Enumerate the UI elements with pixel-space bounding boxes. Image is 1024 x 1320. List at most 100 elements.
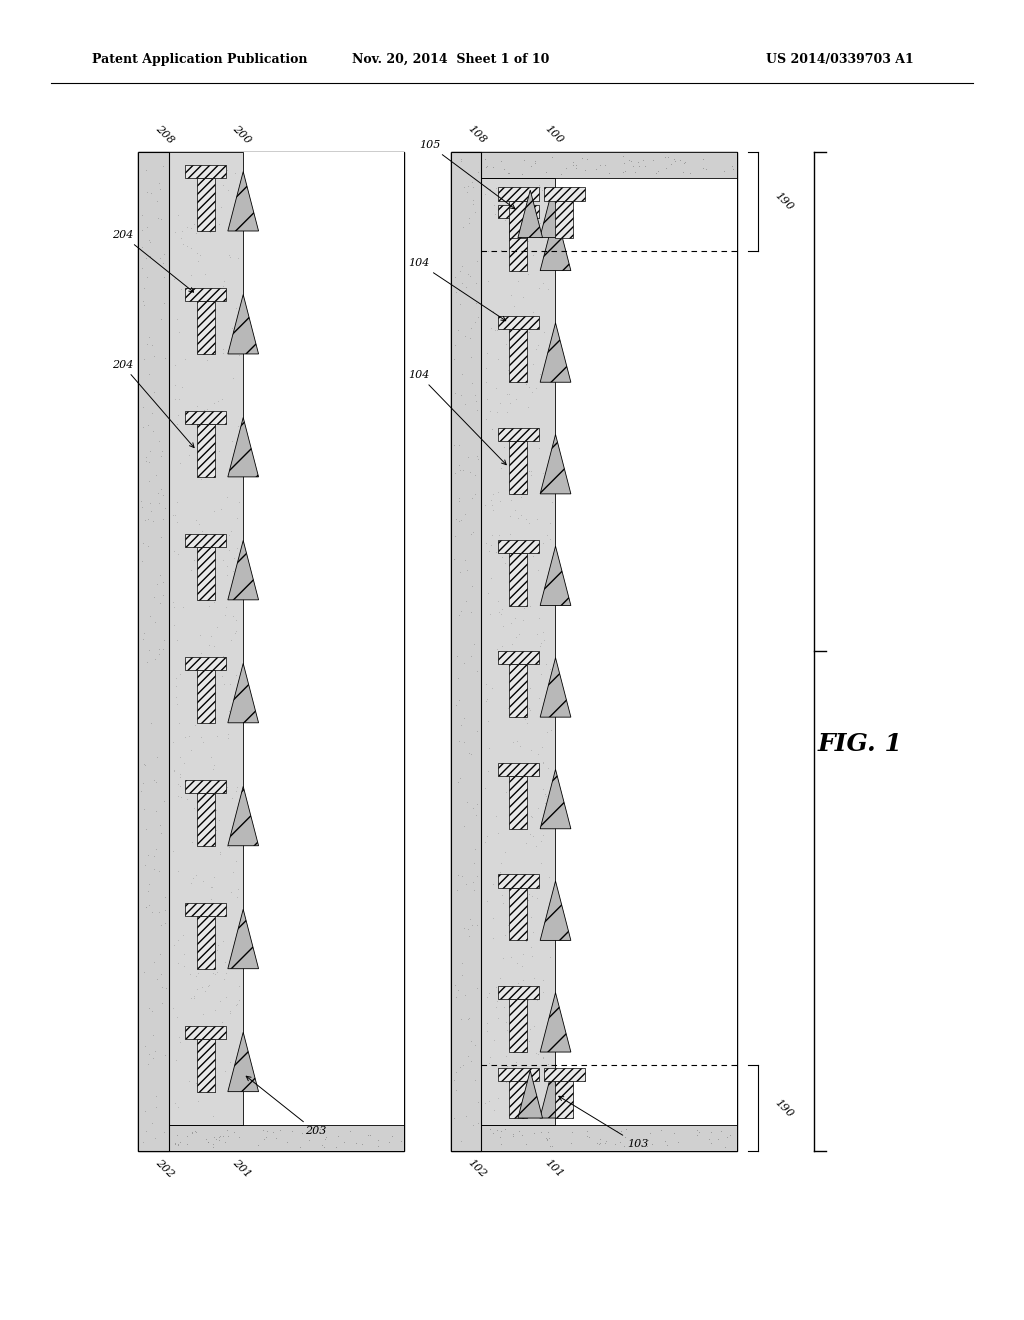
Point	[483, 568, 500, 589]
Point	[140, 845, 157, 866]
Point	[494, 884, 510, 906]
Point	[530, 174, 547, 195]
Bar	[197, 178, 215, 231]
Point	[140, 1053, 157, 1074]
Point	[145, 1024, 162, 1045]
Point	[230, 438, 247, 459]
Point	[140, 470, 157, 491]
Point	[196, 322, 212, 343]
Point	[476, 832, 493, 853]
Point	[482, 318, 499, 339]
Bar	[509, 1081, 527, 1118]
Point	[478, 673, 495, 694]
Point	[527, 1043, 544, 1064]
Text: 190: 190	[773, 190, 796, 213]
Point	[479, 688, 496, 709]
Point	[209, 775, 225, 796]
Point	[166, 268, 182, 289]
Point	[518, 187, 535, 209]
Bar	[197, 671, 215, 723]
Point	[133, 780, 150, 801]
Point	[206, 591, 222, 612]
Point	[656, 147, 673, 168]
Point	[140, 536, 157, 557]
Bar	[509, 218, 527, 271]
Point	[476, 1092, 493, 1113]
Point	[145, 420, 162, 441]
Point	[209, 961, 225, 982]
Point	[466, 851, 482, 873]
Point	[194, 977, 210, 998]
Point	[205, 759, 221, 780]
Point	[151, 902, 167, 923]
Point	[470, 1092, 486, 1113]
Point	[215, 1126, 231, 1147]
Point	[137, 755, 154, 776]
Point	[211, 1130, 227, 1151]
Point	[191, 466, 208, 487]
Point	[497, 925, 513, 946]
Point	[536, 622, 552, 643]
Point	[156, 154, 172, 176]
Polygon shape	[541, 657, 571, 717]
Bar	[185, 657, 226, 671]
Point	[183, 1123, 200, 1144]
Point	[521, 1031, 538, 1052]
Point	[524, 825, 541, 846]
Point	[461, 213, 477, 234]
Bar	[498, 540, 539, 553]
Point	[170, 544, 186, 565]
Point	[525, 1122, 542, 1143]
Point	[221, 1051, 238, 1072]
Point	[504, 533, 520, 554]
Point	[446, 525, 463, 546]
Point	[136, 294, 153, 315]
Point	[153, 309, 169, 330]
Point	[481, 1090, 498, 1111]
Point	[135, 628, 152, 649]
Point	[509, 231, 525, 252]
Point	[689, 1119, 706, 1140]
Point	[479, 343, 496, 364]
Point	[515, 214, 531, 235]
Point	[481, 738, 498, 759]
Point	[454, 953, 470, 974]
Point	[540, 279, 556, 300]
Bar	[555, 178, 737, 1125]
Point	[478, 891, 495, 912]
Point	[137, 854, 154, 875]
Point	[454, 363, 470, 384]
Point	[207, 964, 223, 985]
Point	[188, 395, 205, 416]
Polygon shape	[227, 417, 258, 477]
Point	[466, 634, 482, 655]
Point	[459, 560, 475, 581]
Point	[688, 1125, 705, 1146]
Point	[230, 942, 247, 964]
Point	[666, 1122, 682, 1143]
Point	[216, 605, 232, 626]
Point	[169, 512, 185, 533]
Point	[653, 1119, 670, 1140]
Text: 204: 204	[112, 359, 195, 447]
Point	[454, 601, 470, 622]
Point	[170, 785, 186, 807]
Point	[531, 190, 548, 211]
Point	[219, 160, 236, 181]
Point	[227, 622, 244, 643]
Point	[462, 462, 478, 483]
Point	[488, 319, 505, 341]
Point	[502, 393, 518, 414]
Bar	[509, 999, 527, 1052]
Point	[157, 1044, 173, 1065]
Point	[469, 445, 485, 466]
Point	[450, 668, 466, 689]
Polygon shape	[227, 1032, 258, 1092]
Point	[223, 882, 240, 903]
Point	[503, 458, 519, 479]
Point	[588, 158, 604, 180]
Point	[658, 1135, 675, 1156]
Point	[478, 156, 495, 177]
Point	[135, 772, 152, 793]
Point	[151, 861, 167, 882]
